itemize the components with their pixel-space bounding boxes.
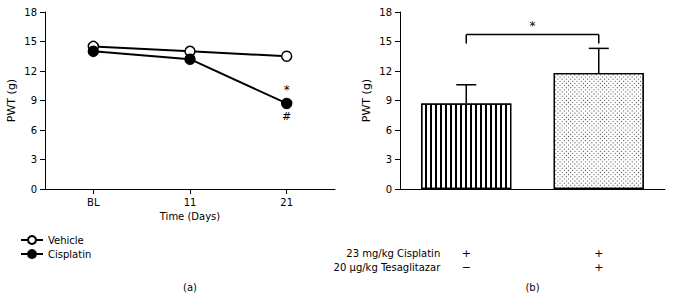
svg-text:+: + (462, 247, 471, 260)
svg-text:#: # (282, 110, 291, 123)
svg-text:12: 12 (24, 66, 37, 77)
svg-text:Time (Days): Time (Days) (159, 211, 221, 222)
svg-text:*: * (284, 83, 290, 97)
svg-text:PWT (g): PWT (g) (5, 79, 18, 122)
svg-text:*: * (530, 19, 536, 33)
svg-text:11: 11 (184, 197, 197, 208)
svg-text:15: 15 (24, 36, 37, 47)
svg-text:21: 21 (280, 197, 293, 208)
svg-text:20 μg/kg Tesaglitazar: 20 μg/kg Tesaglitazar (334, 262, 442, 273)
svg-text:9: 9 (386, 95, 392, 106)
svg-text:BL: BL (87, 197, 100, 208)
svg-text:+: + (594, 261, 603, 274)
svg-text:3: 3 (386, 154, 392, 165)
svg-text:PWT (g): PWT (g) (360, 79, 373, 122)
svg-text:0: 0 (31, 184, 37, 195)
svg-text:+: + (594, 247, 603, 260)
svg-text:3: 3 (31, 154, 37, 165)
svg-text:23 mg/kg Cisplatin: 23 mg/kg Cisplatin (346, 248, 440, 259)
svg-text:6: 6 (31, 125, 37, 136)
svg-text:(a): (a) (183, 282, 197, 293)
svg-text:Cisplatin: Cisplatin (48, 249, 91, 260)
svg-text:Vehicle: Vehicle (48, 235, 84, 246)
svg-text:(b): (b) (525, 282, 539, 293)
svg-text:18: 18 (379, 7, 392, 18)
svg-text:0: 0 (386, 184, 392, 195)
svg-text:12: 12 (379, 66, 392, 77)
svg-text:18: 18 (24, 7, 37, 18)
svg-text:−: − (462, 261, 471, 274)
svg-text:6: 6 (386, 125, 392, 136)
svg-text:15: 15 (379, 36, 392, 47)
svg-text:9: 9 (31, 95, 37, 106)
